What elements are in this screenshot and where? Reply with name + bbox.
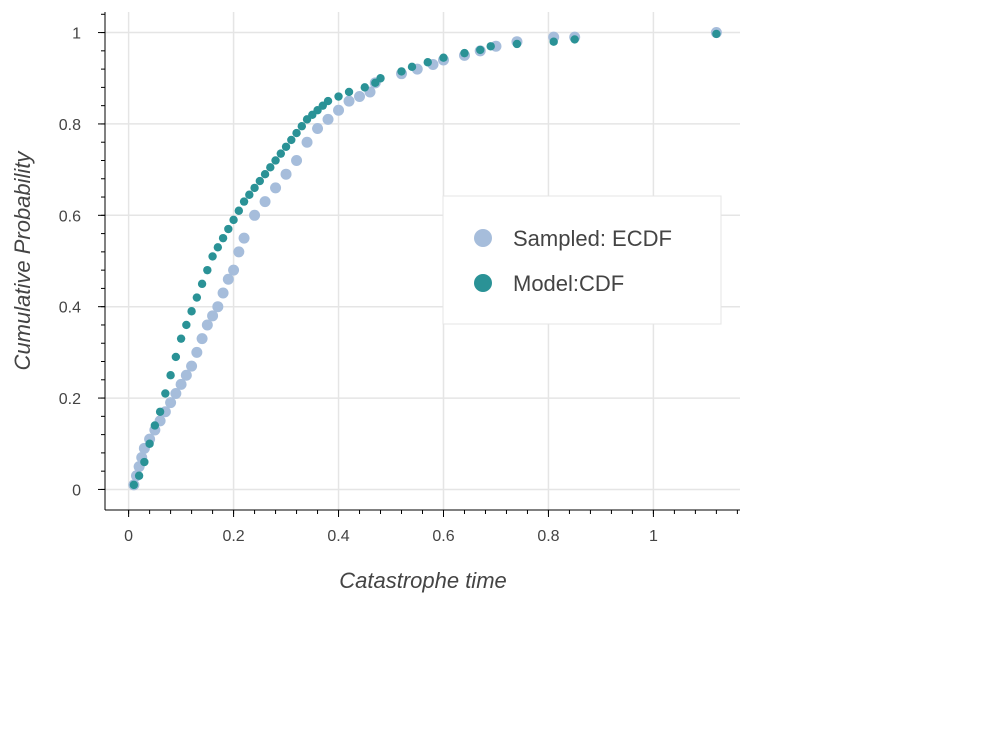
- cdf-point: [208, 252, 217, 261]
- cdf-point: [360, 83, 369, 92]
- legend-marker-model-cdf: [474, 274, 492, 292]
- cdf-point: [397, 67, 406, 76]
- cdf-point: [166, 371, 175, 380]
- ecdf-point: [201, 319, 213, 331]
- ecdf-point: [165, 397, 177, 409]
- ecdf-point: [270, 182, 282, 194]
- ecdf-point: [170, 387, 182, 399]
- cdf-point: [197, 279, 207, 289]
- cdf-point: [549, 37, 558, 46]
- ecdf-point: [238, 232, 250, 244]
- ecdf-point: [207, 310, 219, 322]
- cdf-point: [224, 224, 233, 234]
- cdf-point: [439, 53, 448, 62]
- ecdf-point: [175, 378, 187, 390]
- cdf-point: [140, 457, 149, 467]
- ecdf-point: [301, 136, 313, 148]
- legend-marker-sampled-ecdf: [474, 229, 492, 247]
- cdf-point: [266, 163, 275, 172]
- cdf-point: [229, 215, 238, 225]
- cdf-point: [376, 74, 385, 83]
- cdf-point: [460, 48, 469, 58]
- cdf-point: [276, 149, 286, 158]
- x-tick-label: 0: [124, 528, 133, 545]
- cdf-point: [176, 334, 186, 343]
- cdf-point: [570, 35, 579, 44]
- cdf-point: [712, 29, 721, 39]
- cdf-point: [171, 352, 181, 362]
- cdf-point: [192, 293, 202, 302]
- cdf-point: [161, 389, 170, 398]
- cdf-point: [203, 265, 212, 275]
- legend: Sampled: ECDF Model:CDF: [442, 195, 722, 325]
- ecdf-point: [180, 369, 192, 381]
- cdf-point: [145, 439, 154, 448]
- cdf-point: [218, 233, 228, 243]
- ecdf-point: [191, 346, 203, 358]
- x-tick-label: 0.4: [327, 528, 349, 545]
- y-tick-label: 0.6: [59, 208, 81, 225]
- cdf-point: [271, 156, 280, 165]
- ecdf-point: [312, 123, 324, 135]
- ecdf-point: [322, 113, 334, 125]
- y-tick-label: 0.4: [59, 300, 81, 317]
- y-tick-label: 0: [72, 482, 81, 499]
- y-tick-label: 0.8: [59, 117, 81, 134]
- cdf-point: [476, 45, 485, 55]
- cdf-point: [234, 206, 244, 215]
- ecdf-point: [212, 301, 224, 313]
- ecdf-point: [249, 209, 261, 221]
- cdf-point: [155, 407, 165, 416]
- cdf-point: [150, 421, 160, 430]
- ecdf-point: [259, 196, 271, 208]
- ecdf-point: [354, 91, 366, 103]
- cdf-point: [182, 320, 191, 330]
- ecdf-point: [233, 246, 245, 258]
- y-tick-label: 1: [72, 26, 81, 43]
- y-tick-label: 0.2: [59, 391, 81, 408]
- cdf-point: [407, 62, 417, 72]
- cdf-point: [250, 183, 259, 193]
- cdf-point: [344, 87, 354, 97]
- axes: 0 0.2 0.4 0.6 0.8 1 0 0.2 0.4 0.6 0.8 1: [59, 12, 740, 545]
- cdf-point: [423, 58, 432, 67]
- y-axis-title: Cumulative Probability: [10, 150, 35, 371]
- x-tick-label: 0.2: [222, 528, 244, 545]
- cdf-point: [512, 39, 522, 49]
- x-tick-label: 0.8: [537, 528, 559, 545]
- ecdf-point: [196, 333, 208, 345]
- legend-label-model-cdf: Model:CDF: [513, 271, 624, 296]
- cdf-point: [245, 190, 254, 199]
- series-cdf: [129, 29, 721, 490]
- cdf-point: [297, 122, 306, 131]
- cdf-point: [239, 197, 249, 206]
- ecdf-point: [280, 168, 292, 180]
- cdf-point: [129, 480, 139, 490]
- series-layer: [128, 27, 722, 491]
- x-tick-label: 1: [649, 528, 658, 545]
- cdf-point: [134, 471, 144, 480]
- cdf-point: [255, 176, 265, 186]
- ecdf-point: [228, 264, 240, 276]
- ecdf-point: [291, 154, 303, 166]
- cdf-point: [213, 243, 223, 252]
- ecdf-point: [222, 273, 234, 285]
- cdf-point: [260, 169, 270, 179]
- x-axis-title: Catastrophe time: [339, 568, 507, 593]
- cdf-point: [334, 92, 343, 101]
- ecdf-point: [217, 287, 229, 299]
- cdf-point: [287, 135, 296, 145]
- cdf-point: [187, 307, 196, 316]
- ecdf-point: [343, 95, 355, 107]
- cdf-point: [281, 142, 291, 151]
- ecdf-point: [186, 360, 198, 372]
- cdf-point: [323, 96, 333, 106]
- cdf-point: [292, 128, 301, 138]
- x-tick-label: 0.6: [432, 528, 454, 545]
- legend-box: [442, 195, 722, 325]
- legend-label-sampled-ecdf: Sampled: ECDF: [513, 226, 672, 251]
- cdf-point: [486, 42, 495, 51]
- ecdf-point: [333, 104, 345, 116]
